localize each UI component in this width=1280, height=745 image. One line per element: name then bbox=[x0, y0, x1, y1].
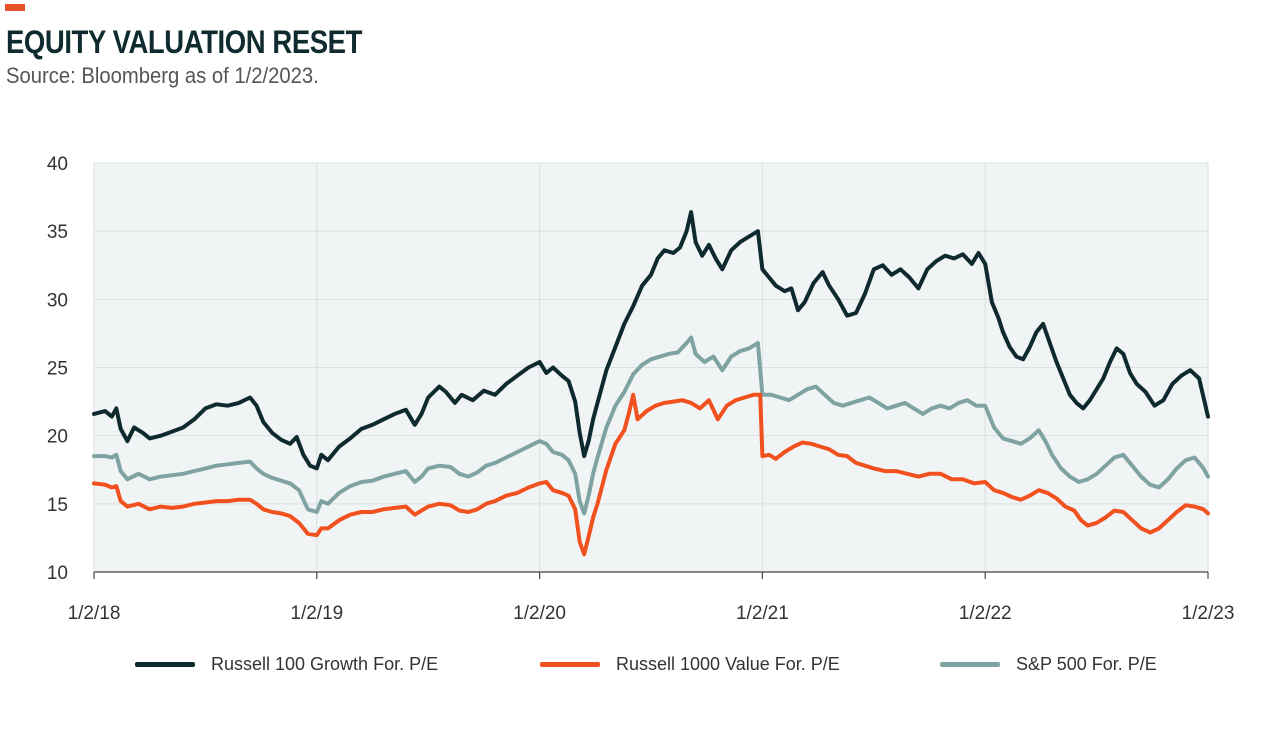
legend-swatch-value bbox=[540, 662, 600, 667]
x-tick-label: 1/2/20 bbox=[513, 603, 566, 624]
y-tick-label: 40 bbox=[47, 154, 68, 175]
chart-source: Source: Bloomberg as of 1/2/2023. bbox=[6, 63, 319, 88]
y-tick-label: 10 bbox=[47, 563, 68, 584]
legend-item-value: Russell 1000 Value For. P/E bbox=[540, 654, 840, 675]
y-tick-label: 25 bbox=[47, 359, 68, 380]
y-tick-label: 15 bbox=[47, 495, 68, 516]
legend-label-value: Russell 1000 Value For. P/E bbox=[616, 654, 840, 674]
y-tick-label: 30 bbox=[47, 290, 68, 311]
x-tick-label: 1/2/22 bbox=[959, 603, 1012, 624]
legend-item-growth: Russell 100 Growth For. P/E bbox=[135, 654, 438, 675]
legend-label-sp500: S&P 500 For. P/E bbox=[1016, 654, 1157, 674]
legend-label-growth: Russell 100 Growth For. P/E bbox=[211, 654, 439, 674]
y-tick-label: 35 bbox=[47, 222, 68, 243]
y-tick-label: 20 bbox=[47, 427, 68, 448]
legend-swatch-sp500 bbox=[940, 662, 1000, 667]
series-line-value bbox=[92, 392, 1210, 557]
chart-legend: Russell 100 Growth For. P/E Russell 1000… bbox=[0, 654, 1280, 684]
x-tick-label: 1/2/18 bbox=[68, 603, 121, 624]
legend-swatch-growth bbox=[135, 662, 195, 667]
series-line-sp500 bbox=[92, 335, 1210, 516]
x-tick-label: 1/2/19 bbox=[290, 603, 343, 624]
series-line-growth bbox=[92, 210, 1210, 471]
brand-accent-bar bbox=[5, 4, 25, 11]
legend-item-sp500: S&P 500 For. P/E bbox=[940, 654, 1157, 675]
x-tick-label: 1/2/23 bbox=[1182, 603, 1235, 624]
x-tick-label: 1/2/21 bbox=[736, 603, 789, 624]
chart-title: EQUITY VALUATION RESET bbox=[6, 24, 362, 60]
